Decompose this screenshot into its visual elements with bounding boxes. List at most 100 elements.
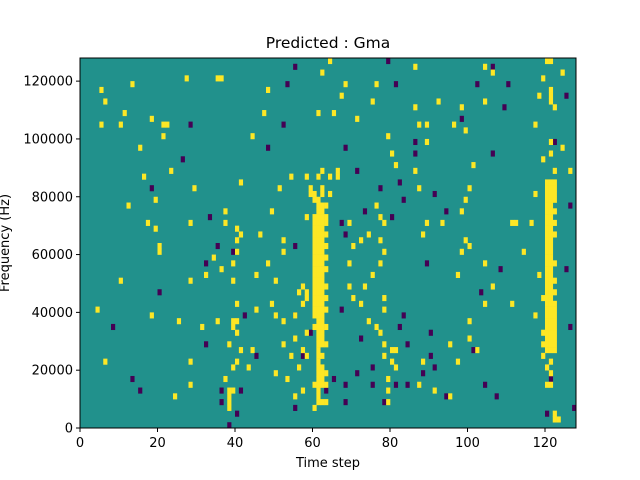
heatmap-cell-high — [328, 190, 333, 198]
heatmap-cell-high — [324, 381, 329, 388]
heatmap-cell-high — [483, 63, 488, 70]
heatmap-cell-high — [359, 237, 364, 244]
heatmap-cell-high — [130, 81, 135, 88]
heatmap-cell-high — [269, 208, 275, 215]
heatmap-cell-low — [502, 104, 507, 111]
heatmap-cell-high — [545, 185, 550, 192]
heatmap-cell-high — [366, 318, 371, 325]
heatmap-cell-high — [320, 381, 325, 388]
heatmap-cell-high — [300, 300, 306, 307]
heatmap-cell-high — [219, 75, 224, 82]
heatmap-cell-high — [467, 185, 472, 192]
heatmap-cell-high — [320, 335, 325, 342]
heatmap-cell-high — [200, 323, 205, 331]
heatmap-cell-high — [459, 208, 464, 215]
heatmap-cell-low — [227, 422, 232, 429]
heatmap-cell-high — [316, 295, 321, 302]
heatmap-cell-high — [316, 289, 321, 296]
heatmap-cell-high — [362, 283, 368, 290]
heatmap-cell-high — [188, 277, 193, 284]
heatmap-cell-high — [548, 196, 554, 203]
heatmap-cell-low — [355, 370, 360, 377]
heatmap-cell-high — [548, 179, 554, 186]
heatmap-cell-high — [483, 98, 488, 105]
heatmap-cell-high — [312, 196, 317, 203]
heatmap-cell-high — [545, 295, 550, 302]
heatmap-cell-high — [324, 254, 329, 261]
heatmap-cell-high — [382, 219, 387, 226]
heatmap-cell-high — [548, 266, 554, 273]
heatmap-cell-high — [320, 399, 325, 406]
heatmap-cell-high — [165, 121, 170, 128]
heatmap-cell-high — [552, 335, 557, 342]
heatmap-cell-high — [316, 231, 321, 238]
heatmap-cell-high — [560, 144, 565, 151]
heatmap-cell-high — [436, 98, 441, 105]
heatmap-cell-high — [548, 323, 554, 331]
heatmap-cell-low — [444, 393, 449, 400]
heatmap-cell-high — [483, 300, 488, 307]
heatmap-cell-high — [552, 231, 557, 238]
heatmap-cell-low — [432, 364, 437, 371]
heatmap-cell-high — [552, 190, 557, 198]
heatmap-cell-high — [548, 98, 554, 105]
heatmap-cell-high — [320, 300, 325, 307]
heatmap-cell-high — [324, 295, 329, 302]
heatmap-cell-high — [320, 370, 325, 377]
heatmap-cell-low — [300, 352, 306, 359]
heatmap-cell-high — [215, 318, 220, 325]
heatmap-cell-high — [432, 387, 437, 394]
heatmap-cell-high — [455, 271, 461, 278]
heatmap-cell-high — [320, 219, 325, 226]
heatmap-cell-high — [312, 283, 317, 290]
heatmap-cell-high — [300, 387, 306, 394]
heatmap-cell-high — [316, 352, 321, 359]
heatmap-cell-high — [324, 266, 329, 273]
heatmap-cell-high — [548, 214, 554, 221]
heatmap-cell-high — [293, 393, 298, 400]
heatmap-cell-high — [552, 323, 557, 331]
heatmap-cell-high — [548, 335, 554, 342]
heatmap-cell-high — [552, 306, 557, 313]
heatmap-cell-high — [552, 300, 557, 307]
heatmap-cell-high — [250, 133, 255, 140]
heatmap-cell-high — [463, 237, 468, 244]
heatmap-cell-high — [316, 110, 321, 117]
heatmap-cell-high — [320, 248, 325, 255]
heatmap-cell-high — [552, 416, 557, 423]
heatmap-cell-high — [463, 196, 468, 203]
heatmap-cell-high — [378, 214, 383, 221]
heatmap-cell-high — [320, 185, 325, 192]
heatmap-cell-high — [320, 208, 325, 215]
heatmap-cell-high — [316, 208, 321, 215]
heatmap-cell-high — [390, 347, 395, 354]
heatmap-cell-high — [316, 225, 321, 232]
heatmap-cell-high — [541, 295, 546, 302]
heatmap-cell-low — [343, 381, 348, 388]
heatmap-cell-high — [316, 347, 321, 354]
heatmap-cell-high — [548, 370, 554, 377]
heatmap-cell-high — [273, 312, 278, 319]
heatmap-cell-high — [393, 347, 399, 354]
heatmap-cell-high — [312, 323, 317, 331]
heatmap-cell-high — [320, 167, 325, 174]
heatmap-cell-high — [545, 196, 550, 203]
heatmap-cell-high — [467, 335, 472, 342]
heatmap-cell-high — [552, 260, 557, 267]
heatmap-cell-high — [304, 295, 309, 302]
heatmap-cell-high — [552, 185, 557, 192]
heatmap-cell-high — [258, 231, 263, 238]
heatmap-cell-high — [320, 375, 325, 383]
heatmap-cell-low — [428, 352, 433, 359]
x-axis: 0 20 40 60 80 100 120 — [76, 428, 557, 451]
heatmap-cell-high — [312, 225, 317, 232]
heatmap-cell-low — [293, 404, 298, 411]
heatmap-cell-high — [548, 243, 554, 250]
heatmap-cell-high — [153, 225, 158, 232]
heatmap-cell-low — [378, 185, 383, 192]
heatmap-cell-high — [235, 225, 240, 232]
heatmap-cell-high — [545, 208, 550, 215]
heatmap-cell-high — [545, 347, 550, 354]
heatmap-cell-low — [479, 289, 484, 296]
